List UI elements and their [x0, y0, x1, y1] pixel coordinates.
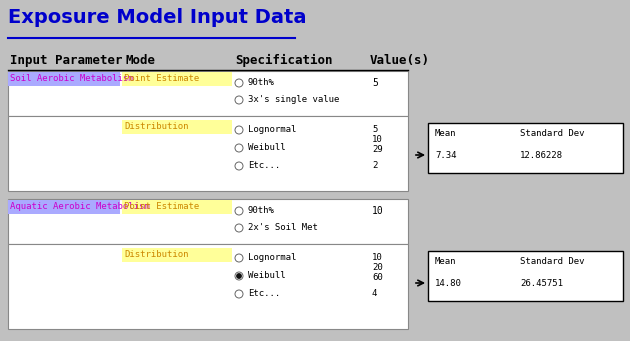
Circle shape: [235, 144, 243, 152]
Text: 4: 4: [372, 289, 377, 298]
Text: 12.86228: 12.86228: [520, 151, 563, 160]
Text: 20: 20: [372, 263, 383, 272]
Bar: [122, 200, 232, 214]
Text: Mode: Mode: [125, 54, 155, 67]
Text: Input Parameter: Input Parameter: [10, 54, 122, 67]
Text: Weibull: Weibull: [248, 271, 285, 280]
Text: 26.45751: 26.45751: [520, 279, 563, 288]
Circle shape: [235, 290, 243, 298]
Text: Standard Dev: Standard Dev: [520, 257, 585, 266]
Circle shape: [235, 254, 243, 262]
Text: Point Estimate: Point Estimate: [124, 202, 199, 211]
Bar: [428, 251, 623, 301]
Text: Weibull: Weibull: [248, 143, 285, 152]
Text: Mean: Mean: [435, 129, 457, 138]
Text: 90th%: 90th%: [248, 206, 275, 215]
Circle shape: [235, 96, 243, 104]
Text: Mean: Mean: [435, 257, 457, 266]
Text: 2x's Soil Met: 2x's Soil Met: [248, 223, 318, 232]
Text: 29: 29: [372, 145, 383, 154]
Text: Point Estimate: Point Estimate: [124, 74, 199, 83]
Text: 7.34: 7.34: [435, 151, 457, 160]
Circle shape: [235, 207, 243, 215]
Bar: [122, 72, 232, 86]
Text: 10: 10: [372, 135, 383, 144]
Circle shape: [235, 272, 243, 280]
Text: 5: 5: [372, 78, 378, 88]
Text: Etc...: Etc...: [248, 161, 280, 170]
Text: 10: 10: [372, 253, 383, 262]
Text: Soil Aerobic Metabolism: Soil Aerobic Metabolism: [10, 74, 134, 83]
Text: 2: 2: [372, 161, 377, 170]
Bar: [8, 72, 120, 86]
Circle shape: [235, 224, 243, 232]
Text: 3x's single value: 3x's single value: [248, 95, 340, 104]
Bar: [122, 120, 232, 134]
Bar: [8, 244, 408, 329]
Text: Specification: Specification: [235, 54, 333, 67]
Bar: [8, 200, 120, 214]
Text: Value(s): Value(s): [370, 54, 430, 67]
Bar: [428, 123, 623, 173]
Text: Lognormal: Lognormal: [248, 125, 296, 134]
Text: Standard Dev: Standard Dev: [520, 129, 585, 138]
Text: 60: 60: [372, 273, 383, 282]
Text: 5: 5: [372, 125, 377, 134]
Text: Distribution: Distribution: [124, 250, 188, 259]
Circle shape: [235, 79, 243, 87]
Text: Etc...: Etc...: [248, 289, 280, 298]
Circle shape: [237, 274, 241, 278]
Bar: [122, 248, 232, 262]
Text: 90th%: 90th%: [248, 78, 275, 87]
Bar: [8, 199, 408, 244]
Circle shape: [235, 162, 243, 170]
Bar: [8, 71, 408, 116]
Circle shape: [235, 126, 243, 134]
Text: Distribution: Distribution: [124, 122, 188, 131]
Text: Exposure Model Input Data: Exposure Model Input Data: [8, 8, 307, 27]
Text: Aquatic Aerobic Metabolism: Aquatic Aerobic Metabolism: [10, 202, 150, 211]
Bar: [8, 116, 408, 191]
Text: 10: 10: [372, 206, 384, 216]
Text: Lognormal: Lognormal: [248, 253, 296, 262]
Text: 14.80: 14.80: [435, 279, 462, 288]
